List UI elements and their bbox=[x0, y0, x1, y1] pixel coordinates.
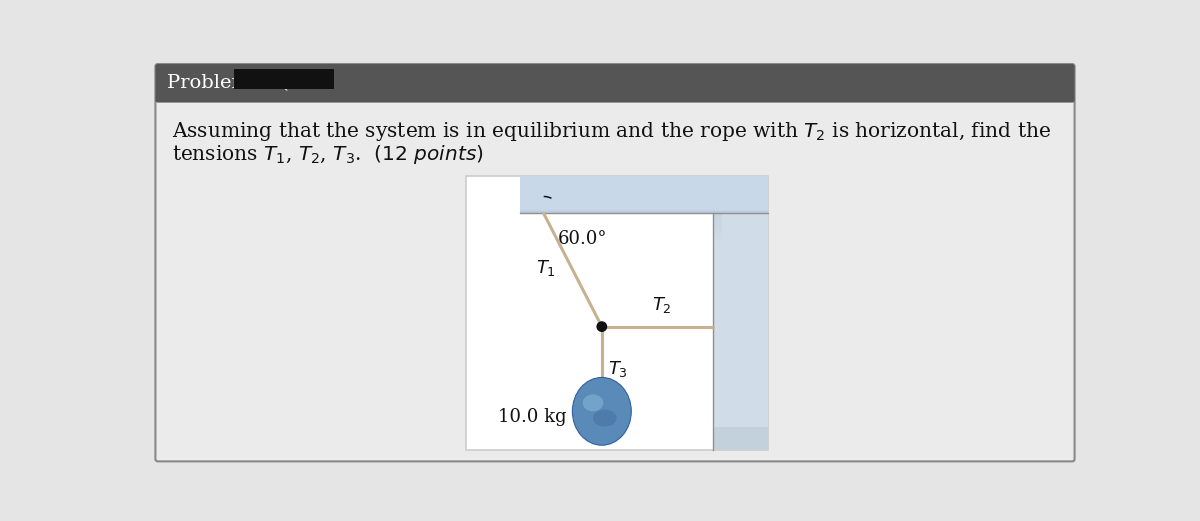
Text: $T_2$: $T_2$ bbox=[653, 295, 672, 315]
Bar bbox=[713, 237, 722, 239]
Circle shape bbox=[596, 321, 607, 332]
Text: 10.0 kg: 10.0 kg bbox=[498, 408, 566, 427]
Bar bbox=[521, 177, 768, 214]
Ellipse shape bbox=[583, 394, 604, 412]
FancyBboxPatch shape bbox=[156, 64, 1074, 103]
Bar bbox=[713, 232, 722, 234]
Bar bbox=[713, 220, 722, 222]
Bar bbox=[713, 218, 722, 220]
Bar bbox=[157, 83, 1073, 102]
Bar bbox=[521, 211, 768, 212]
Text: Problem 2  (: Problem 2 ( bbox=[167, 75, 289, 92]
Bar bbox=[713, 214, 722, 216]
Bar bbox=[713, 214, 768, 450]
Text: 60.0°: 60.0° bbox=[558, 230, 607, 249]
Bar bbox=[521, 210, 768, 212]
FancyBboxPatch shape bbox=[156, 64, 1074, 462]
Bar bbox=[713, 239, 722, 241]
Bar bbox=[713, 234, 722, 237]
Bar bbox=[521, 212, 768, 214]
Bar bbox=[466, 177, 768, 450]
Text: $T_1$: $T_1$ bbox=[536, 258, 556, 279]
Text: Assuming that the system is in equilibrium and the rope with $T_2$ is horizontal: Assuming that the system is in equilibri… bbox=[172, 120, 1051, 143]
Bar bbox=[234, 69, 335, 89]
Bar bbox=[521, 213, 768, 214]
Bar bbox=[713, 230, 722, 232]
Bar bbox=[521, 212, 768, 213]
Ellipse shape bbox=[572, 377, 631, 445]
Bar bbox=[713, 427, 768, 450]
Bar bbox=[713, 222, 722, 225]
Bar bbox=[713, 227, 722, 230]
Bar bbox=[521, 212, 768, 214]
Bar bbox=[713, 225, 722, 227]
Text: $T_3$: $T_3$ bbox=[608, 359, 628, 379]
Bar bbox=[521, 213, 768, 215]
Bar bbox=[713, 216, 722, 218]
Ellipse shape bbox=[593, 410, 617, 427]
Text: tensions $T_1$, $T_2$, $T_3$.  $(12\ \mathit{points})$: tensions $T_1$, $T_2$, $T_3$. $(12\ \mat… bbox=[172, 143, 484, 166]
Bar bbox=[521, 211, 768, 213]
